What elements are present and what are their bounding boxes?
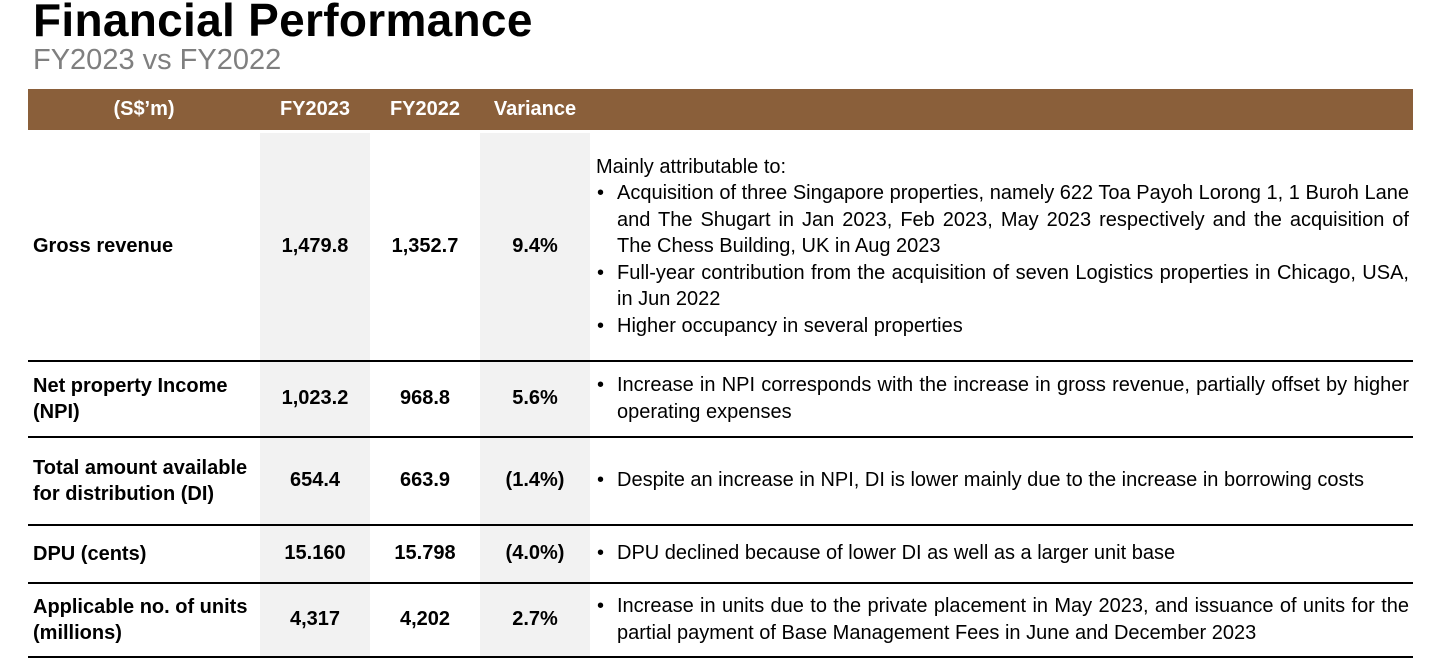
fy2023-value: 1,479.8 (260, 131, 370, 361)
commentary-bullet: Acquisition of three Singapore propertie… (596, 180, 1409, 260)
fy2022-value: 4,202 (399, 608, 451, 630)
fy2023-value: 4,317 (260, 582, 370, 657)
commentary-cell: DPU declined because of lower DI as well… (590, 525, 1413, 583)
commentary-list: Despite an increase in NPI, DI is lower … (596, 467, 1409, 494)
variance-value: 2.7% (480, 582, 590, 657)
commentary-intro: Mainly attributable to: (596, 155, 787, 178)
page-title: Financial Performance (33, 0, 533, 46)
table-row-npi: Net property Income (NPI) 1,023.2 968.8 … (28, 360, 1413, 437)
header-currency-unit: (S$’m) (28, 89, 260, 133)
commentary-list: Acquisition of three Singapore propertie… (596, 180, 1409, 339)
row-label: Net property Income (NPI) (33, 374, 228, 423)
row-label: Gross revenue (33, 235, 174, 258)
table-row-gross-revenue: Gross revenue 1,479.8 1,352.7 9.4% Mainl… (28, 131, 1413, 361)
table-row-units: Applicable no. of units (millions) 4,317… (28, 582, 1413, 657)
header-variance: Variance (480, 89, 590, 133)
variance-value: (1.4%) (480, 436, 590, 525)
commentary-bullet: Full-year contribution from the acquisit… (596, 260, 1409, 313)
header-commentary (590, 89, 1413, 133)
commentary-list: DPU declined because of lower DI as well… (596, 540, 1409, 567)
fy2022-value: 663.9 (399, 469, 451, 491)
row-label: Applicable no. of units (millions) (33, 595, 248, 644)
fy2023-value: 1,023.2 (260, 360, 370, 437)
variance-value: (4.0%) (480, 524, 590, 583)
commentary-bullet: Despite an increase in NPI, DI is lower … (596, 467, 1409, 494)
commentary-cell: Increase in NPI corresponds with the inc… (590, 361, 1413, 437)
fy2023-value: 15.160 (260, 524, 370, 583)
commentary-bullet: Increase in units due to the private pla… (596, 593, 1409, 646)
fy2022-value: 15.798 (394, 542, 456, 564)
fy2022-value: 968.8 (399, 387, 451, 409)
header-fy2022: FY2022 (370, 89, 480, 133)
table-row-distribution: Total amount available for distribution … (28, 436, 1413, 525)
variance-value: 5.6% (480, 360, 590, 437)
financial-performance-table: (S$’m) FY2023 FY2022 Variance Gross reve… (28, 89, 1413, 658)
table-row-dpu: DPU (cents) 15.160 15.798 (4.0%) DPU dec… (28, 524, 1413, 583)
fy2022-value: 1,352.7 (391, 234, 459, 257)
commentary-list: Increase in units due to the private pla… (596, 593, 1409, 646)
page-subtitle: FY2023 vs FY2022 (33, 44, 282, 76)
header-fy2023: FY2023 (260, 89, 370, 133)
commentary-cell: Increase in units due to the private pla… (590, 583, 1413, 657)
commentary-cell: Despite an increase in NPI, DI is lower … (590, 437, 1413, 525)
commentary-bullet: DPU declined because of lower DI as well… (596, 540, 1409, 567)
commentary-list: Increase in NPI corresponds with the inc… (596, 372, 1409, 425)
row-label: Total amount available for distribution … (33, 456, 248, 505)
commentary-cell: Mainly attributable to: Acquisition of t… (590, 132, 1413, 361)
fy2023-value: 654.4 (260, 436, 370, 525)
commentary-bullet: Increase in NPI corresponds with the inc… (596, 372, 1409, 425)
variance-value: 9.4% (480, 131, 590, 361)
row-label: DPU (cents) (33, 542, 147, 565)
commentary-bullet: Higher occupancy in several properties (596, 313, 1409, 340)
table-header-row: (S$’m) FY2023 FY2022 Variance (28, 89, 1413, 133)
